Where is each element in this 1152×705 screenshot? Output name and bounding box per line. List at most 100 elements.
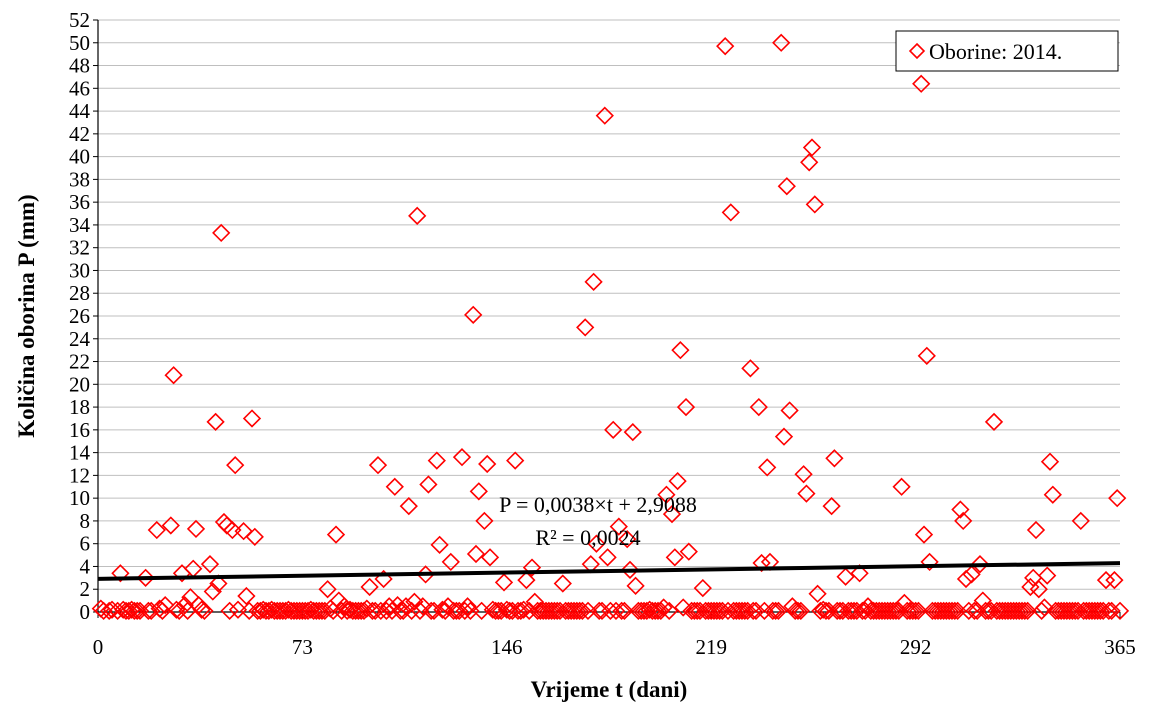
r-squared-label: R² = 0,0024 (535, 525, 640, 550)
trend-line (97, 561, 1121, 581)
data-point (626, 576, 645, 595)
data-point (609, 517, 628, 536)
data-point (800, 153, 819, 172)
data-point (1035, 598, 1054, 617)
data-point (139, 601, 158, 620)
data-point (480, 548, 500, 567)
data-point (730, 601, 749, 620)
data-point (380, 597, 399, 616)
data-point (517, 570, 536, 590)
x-tick-labels: 0 73 146 219 292 365 (93, 635, 1136, 659)
data-point (94, 601, 113, 620)
data-point (1108, 489, 1127, 508)
data-point (1071, 511, 1090, 531)
data-point (623, 422, 642, 442)
data-points (91, 33, 1130, 620)
data-point (254, 600, 273, 619)
data-point (167, 600, 186, 619)
data-point (606, 601, 626, 620)
data-point (660, 601, 679, 620)
data-point (814, 600, 833, 619)
data-point (710, 601, 729, 620)
data-point (114, 600, 133, 619)
data-point (511, 601, 530, 620)
data-point (906, 601, 925, 620)
legend: Oborine: 2014. (895, 30, 1119, 72)
y-tick-label: 0 (80, 600, 91, 624)
data-point (136, 568, 155, 587)
data-point (441, 552, 460, 572)
data-point (335, 597, 354, 616)
data-point (469, 482, 488, 501)
data-point (153, 601, 172, 620)
data-point (478, 454, 497, 474)
data-point (592, 601, 612, 620)
data-point (612, 601, 631, 620)
x-tick-label: 146 (491, 635, 523, 659)
data-point (769, 601, 788, 620)
data-point (455, 601, 474, 620)
data-point (822, 496, 841, 516)
data-point (763, 601, 782, 620)
data-point (430, 535, 449, 554)
data-point (956, 569, 976, 589)
data-point (671, 341, 690, 360)
data-point (909, 601, 928, 620)
data-point (399, 496, 418, 516)
data-point (598, 548, 617, 567)
data-point (618, 530, 637, 549)
data-point (1094, 601, 1113, 620)
data-point (419, 475, 438, 494)
data-point (676, 397, 696, 417)
y-tick-label: 34 (69, 213, 91, 237)
y-tick-label: 38 (69, 167, 90, 191)
data-point (315, 601, 334, 620)
y-tick-label: 42 (69, 122, 90, 146)
data-point (951, 500, 970, 519)
data-point (1038, 566, 1057, 585)
data-point (494, 573, 514, 592)
x-tick-label: 219 (695, 635, 727, 659)
data-point (394, 601, 413, 620)
data-point (805, 195, 824, 214)
data-point (794, 465, 813, 484)
data-point (657, 485, 676, 504)
data-point (772, 33, 791, 52)
y-tick-label: 36 (69, 190, 90, 214)
data-point (1105, 570, 1124, 590)
data-point (959, 601, 978, 620)
data-point (777, 177, 796, 196)
data-point (497, 600, 516, 619)
data-point (475, 511, 494, 531)
data-point (186, 519, 206, 539)
data-point (766, 601, 785, 620)
data-point (584, 272, 603, 291)
data-point (125, 601, 144, 620)
data-point (564, 601, 584, 620)
data-point (825, 449, 844, 468)
data-point (368, 456, 388, 475)
data-point (741, 359, 760, 378)
data-point (942, 601, 962, 620)
data-point (716, 37, 735, 56)
data-point (749, 397, 768, 417)
legend-marker-diamond (908, 42, 926, 60)
data-point (464, 305, 483, 324)
data-point (1096, 570, 1116, 590)
data-point (1110, 601, 1130, 620)
data-point (892, 477, 911, 496)
y-tick-label: 8 (80, 509, 91, 533)
data-point (797, 484, 816, 503)
data-point (427, 451, 446, 470)
data-point (704, 601, 724, 620)
data-point (220, 601, 239, 620)
data-point (514, 600, 533, 619)
data-point (693, 578, 712, 598)
data-point (212, 223, 231, 243)
data-point (945, 601, 964, 620)
data-point (1010, 601, 1029, 620)
y-tick-labels: 0246810121416182022242628303234363840424… (69, 8, 91, 624)
data-point (620, 560, 640, 580)
y-tick-label: 48 (69, 54, 90, 78)
x-tick-label: 0 (93, 635, 104, 659)
